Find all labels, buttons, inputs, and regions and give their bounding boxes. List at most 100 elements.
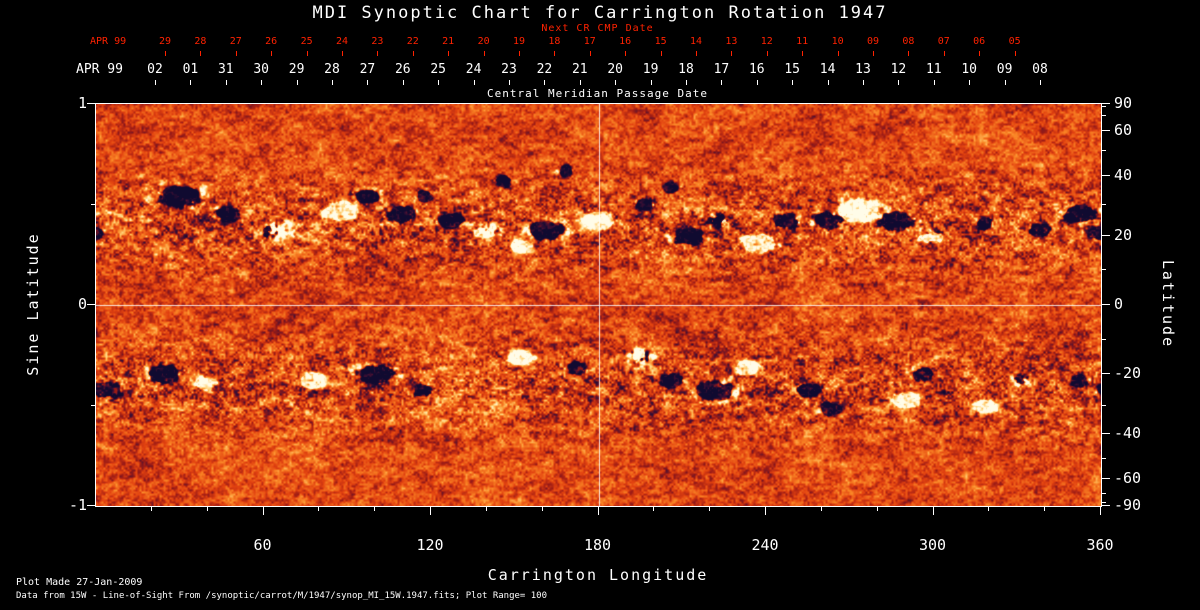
cmp-tick: [969, 80, 971, 85]
cmp-tick: [544, 80, 546, 85]
bottom-minor-tick: [150, 507, 152, 511]
cmp-date-label: 14: [819, 62, 836, 77]
next-cr-tick: [165, 51, 166, 56]
bottom-minor-tick: [988, 507, 990, 511]
left-tick-label: -1: [68, 496, 87, 514]
next-cr-date-label: 19: [512, 36, 526, 47]
cmp-date-label: 19: [642, 62, 659, 77]
chart-title: MDI Synoptic Chart for Carrington Rotati…: [312, 3, 888, 23]
next-cr-tick: [448, 51, 450, 56]
cmp-date-label: 28: [324, 62, 340, 77]
next-cr-date-label: 21: [442, 36, 455, 47]
cmp-tick: [296, 80, 298, 85]
cmp-tick: [473, 80, 475, 85]
next-cr-tick: [873, 51, 874, 56]
next-cr-tick: [837, 51, 839, 56]
cmp-tick: [863, 80, 864, 85]
next-cr-date-label: 07: [937, 36, 950, 47]
cmp-tick: [509, 80, 510, 85]
next-cr-date-label: 25: [300, 36, 313, 47]
right-tick-label: 90: [1114, 94, 1133, 112]
next-cr-date-label: 17: [583, 36, 596, 47]
next-cr-tick: [519, 51, 520, 56]
next-cr-date-label: 08: [902, 36, 915, 47]
bottom-minor-tick: [709, 507, 711, 511]
right-major-tick: [1102, 174, 1110, 176]
bottom-minor-tick: [876, 507, 878, 511]
bottom-minor-tick: [206, 507, 208, 511]
cmp-date-label: 11: [925, 62, 942, 77]
next-cr-tick: [554, 51, 556, 56]
next-cr-tick: [483, 51, 485, 56]
bottom-major-tick: [430, 507, 431, 515]
next-cr-date-label: 18: [548, 36, 561, 47]
cmp-date-label: 09: [996, 62, 1013, 77]
cmp-tick: [721, 80, 723, 85]
left-major-tick: [87, 103, 95, 104]
cmp-date-label: 31: [217, 62, 234, 77]
right-major-tick: [1102, 478, 1110, 480]
bottom-major-tick: [597, 507, 599, 515]
cmp-tick: [367, 80, 369, 85]
cmp-tick: [225, 80, 227, 85]
next-cr-tick: [200, 51, 202, 56]
bottom-tick-label: 60: [253, 536, 272, 554]
next-cr-date-label: 29: [158, 36, 172, 47]
next-cr-tick: [271, 51, 273, 56]
cmp-tick: [898, 80, 900, 85]
left-major-tick: [87, 304, 95, 305]
cmp-tick: [190, 80, 192, 85]
cmp-date-label: 15: [784, 62, 801, 77]
next-cr-date-label: 23: [371, 36, 384, 47]
right-major-tick: [1102, 372, 1110, 374]
next-cr-date-label: 20: [477, 36, 490, 47]
plot-frame: [95, 103, 1102, 507]
cmp-tick: [579, 80, 581, 85]
right-minor-tick: [1102, 269, 1106, 271]
cmp-tick: [1004, 80, 1006, 85]
next-cr-tick: [731, 51, 733, 56]
bottom-minor-tick: [485, 507, 487, 511]
next-cr-tick: [625, 51, 627, 56]
next-cr-date-label: 16: [619, 36, 632, 47]
right-tick-label: 0: [1114, 295, 1124, 313]
cmp-axis-title: Central Meridian Passage Date: [486, 87, 709, 100]
bottom-tick-label: 120: [416, 536, 444, 554]
cmp-tick: [615, 80, 617, 85]
right-tick-label: 40: [1114, 165, 1133, 184]
cmp-date-label: 27: [359, 62, 376, 77]
cmp-date-label: 13: [855, 62, 871, 77]
right-major-tick: [1102, 235, 1110, 237]
next-cr-date-label: 11: [796, 36, 809, 47]
cmp-date-label: 12: [890, 62, 907, 77]
data-source-text: Data from 15W - Line-of-Sight From /syno…: [16, 591, 548, 601]
right-tick-label: 20: [1114, 226, 1133, 245]
bottom-tick-label: 300: [918, 536, 947, 554]
right-minor-tick: [1102, 115, 1106, 117]
cmp-tick: [792, 80, 794, 85]
cmp-date-label: 17: [713, 62, 730, 77]
right-major-tick: [1102, 304, 1110, 305]
next-cr-date-label: 09: [866, 36, 880, 47]
left-axis-label: Sine Latitude: [24, 232, 42, 376]
cmp-tick: [402, 80, 404, 85]
bottom-minor-tick: [541, 507, 543, 511]
plot-made-text: Plot Made 27-Jan-2009: [16, 577, 143, 588]
right-minor-tick: [1102, 203, 1106, 205]
cmp-date-label: 29: [288, 62, 305, 77]
right-minor-tick: [1102, 457, 1106, 459]
next-cr-tick: [979, 51, 981, 56]
next-cr-month-label: APR 99: [90, 36, 127, 47]
cmp-tick: [650, 80, 652, 85]
next-cr-date-label: 28: [194, 36, 207, 47]
next-cr-tick: [1014, 51, 1016, 56]
right-tick-label: -60: [1114, 469, 1142, 488]
right-major-tick: [1102, 129, 1110, 131]
bottom-tick-label: 180: [583, 536, 612, 554]
right-axis-label: Latitude: [1159, 259, 1177, 349]
right-minor-tick: [1102, 501, 1106, 503]
next-cr-axis-title: Next CR CMP Date: [541, 23, 654, 34]
cmp-tick: [1040, 80, 1041, 85]
left-major-tick: [87, 505, 95, 506]
next-cr-tick: [660, 51, 662, 56]
